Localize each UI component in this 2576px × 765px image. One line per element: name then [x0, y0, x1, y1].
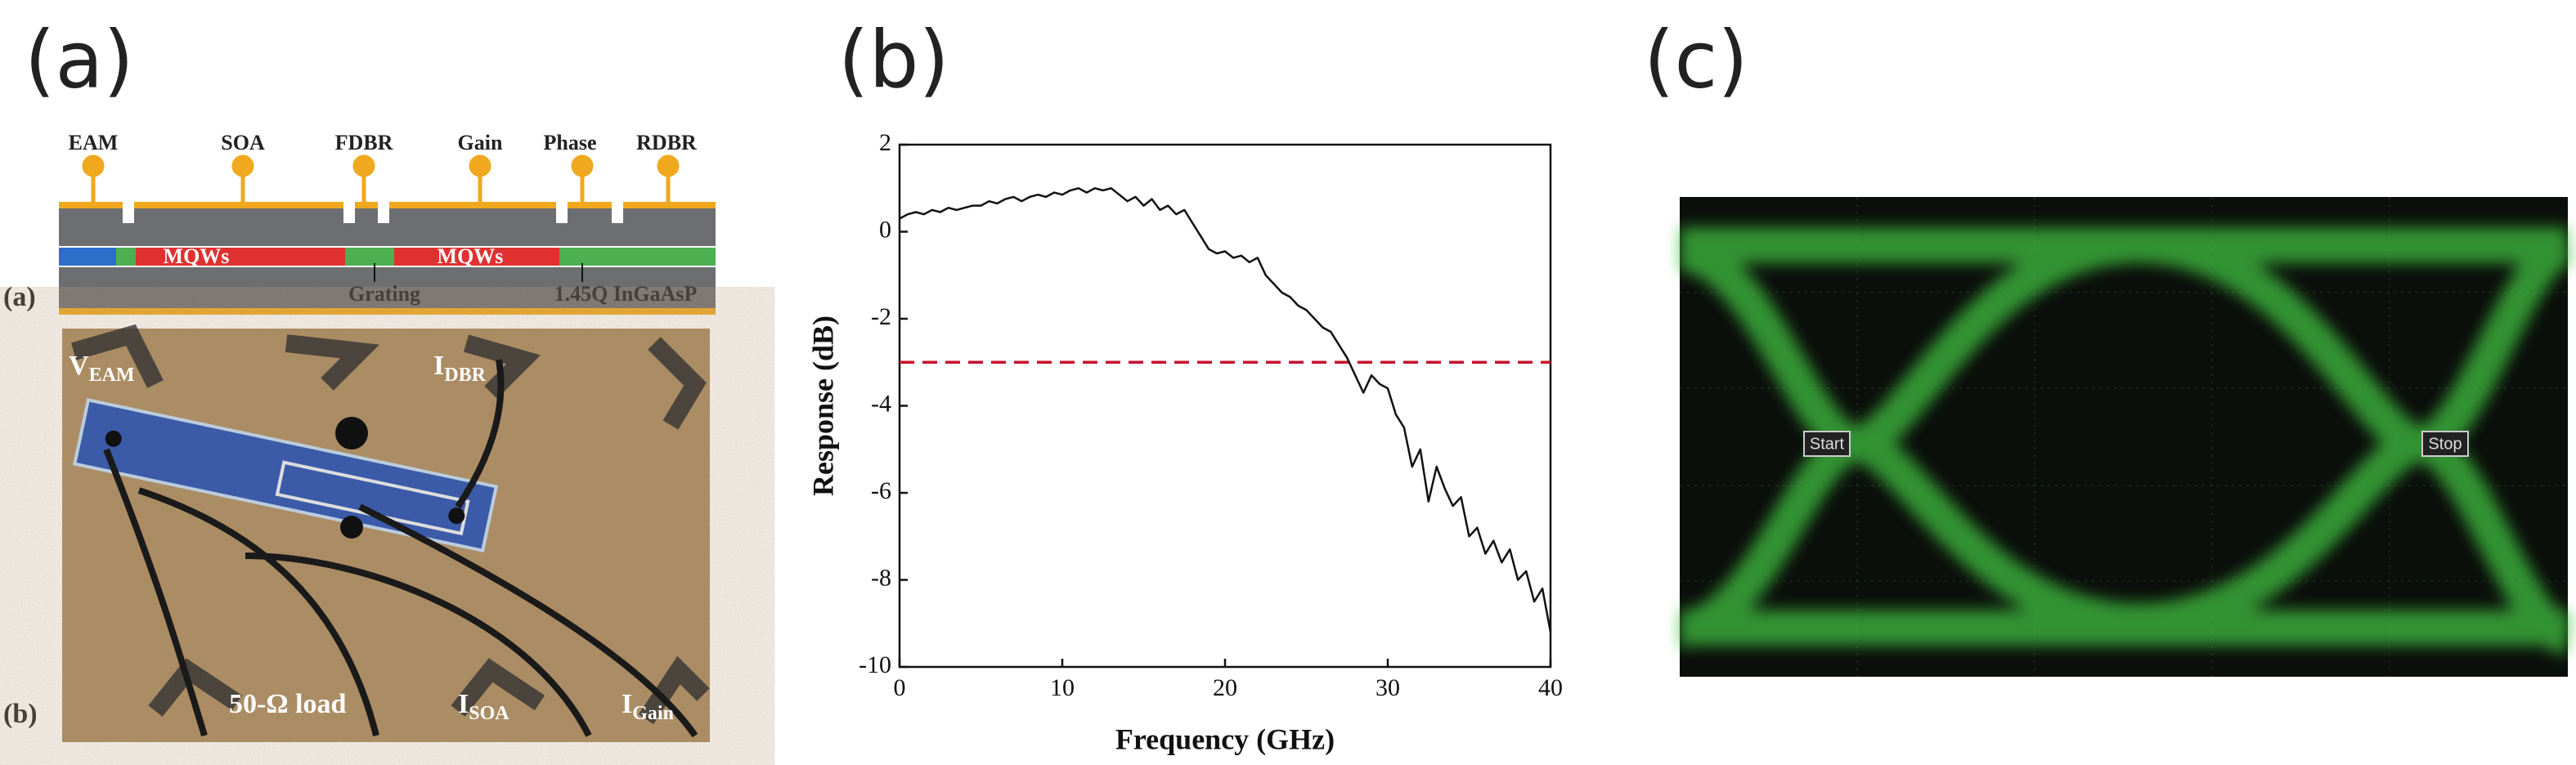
- y-tick-label: -10: [859, 651, 891, 678]
- label-main: V: [69, 351, 89, 381]
- x-tick-label: 40: [1538, 674, 1563, 701]
- x-tick-label: 30: [1376, 674, 1400, 701]
- panel-label: (a): [25, 14, 134, 105]
- layer-label: Grating: [348, 282, 420, 306]
- y-tick-label: -8: [871, 564, 891, 591]
- response-line: [899, 187, 1552, 633]
- section-label: Phase: [544, 131, 597, 154]
- layer-label: 1.45Q InGaAsP: [554, 282, 698, 306]
- label-sub: EAM: [89, 365, 135, 386]
- panel-label: (b): [838, 14, 949, 105]
- eye-marker: Stop: [2428, 435, 2462, 453]
- photo-label: VEAM: [69, 351, 135, 386]
- eye-diagram: Start Stop: [1677, 197, 2574, 677]
- label-main: I: [433, 351, 444, 381]
- sublabel: (b): [3, 699, 38, 729]
- y-tick-label: 0: [879, 216, 891, 243]
- layer-diagram: [59, 154, 716, 315]
- eye-marker: Start: [1810, 435, 1845, 453]
- section-label: SOA: [221, 131, 265, 154]
- panel-label: (c): [1644, 14, 1748, 105]
- label-sub: DBR: [444, 365, 486, 386]
- y-tick-label: -2: [871, 303, 891, 330]
- label-sub: SOA: [469, 703, 509, 724]
- label-main: 50-Ω load: [229, 689, 346, 719]
- y-tick-label: -6: [871, 477, 891, 504]
- label-main: I: [458, 689, 469, 719]
- y-tick-label: 2: [879, 129, 891, 156]
- x-tick-label: 20: [1213, 674, 1237, 701]
- label-sub: Gain: [632, 703, 674, 724]
- x-tick-label: 0: [894, 674, 906, 701]
- device-photo: [62, 324, 710, 742]
- sublabel: (a): [3, 282, 36, 312]
- photo-label: ISOA: [458, 689, 509, 724]
- x-tick-label: 10: [1050, 674, 1075, 701]
- layer-label: MQWs: [164, 244, 230, 268]
- layer-label: MQWs: [438, 244, 504, 268]
- x-axis-title: Frequency (GHz): [1115, 722, 1335, 755]
- photo-label: 50-Ω load: [229, 689, 346, 719]
- photo-label: IDBR: [433, 351, 487, 386]
- section-label: FDBR: [335, 131, 393, 154]
- section-label: Gain: [458, 131, 503, 154]
- plot-frame: [898, 143, 1552, 669]
- y-tick-label: -4: [871, 390, 891, 417]
- section-label: RDBR: [636, 131, 697, 154]
- photo-label: IGain: [622, 689, 674, 724]
- y-axis-title: Response (dB): [806, 315, 839, 496]
- label-main: I: [622, 689, 632, 719]
- section-label: EAM: [69, 131, 119, 154]
